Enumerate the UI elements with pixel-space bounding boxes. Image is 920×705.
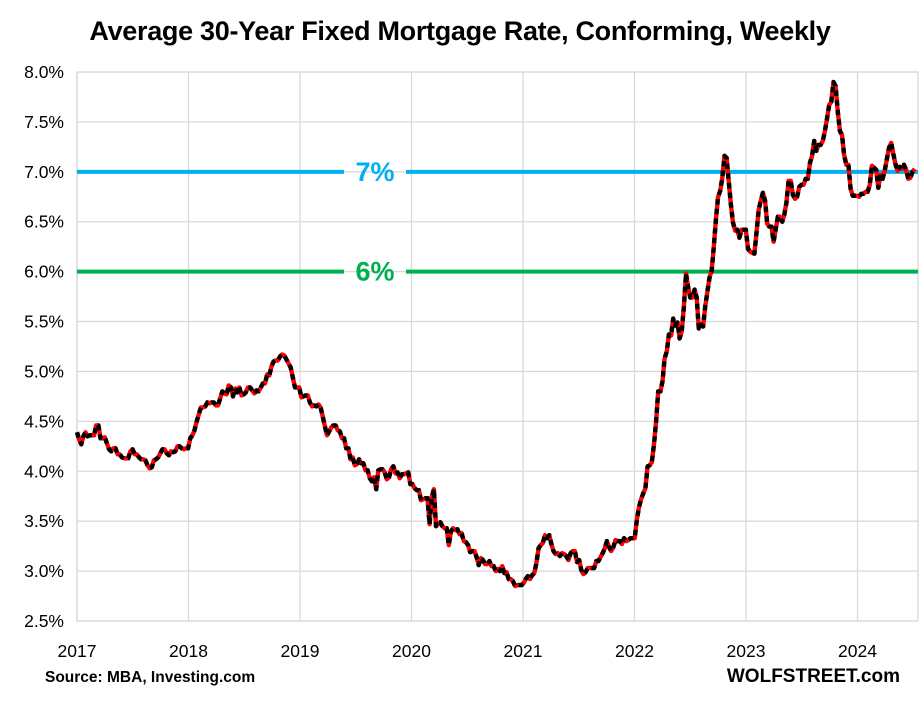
x-axis-tick-label: 2021 [504,641,543,661]
y-axis-tick-label: 3.0% [24,561,64,581]
y-axis-tick-label: 3.5% [24,511,64,531]
x-axis-tick-label: 2024 [838,641,877,661]
page-title: Average 30-Year Fixed Mortgage Rate, Con… [89,16,831,46]
rate-line [74,79,917,589]
rate-line-markers [74,79,917,589]
plot-border [76,71,919,622]
y-axis-tick-label: 2.5% [24,611,64,631]
y-axis-tick-label: 4.0% [24,461,64,481]
x-axis-tick-label: 2017 [58,641,97,661]
y-axis-tick-label: 7.0% [24,162,64,182]
source-note: Source: MBA, Investing.com [45,669,256,686]
reference-line-label: 6% [355,257,394,287]
x-axis-tick-label: 2020 [392,641,431,661]
wolfstreet-branding: WOLFSTREET.com [726,666,900,687]
y-axis-tick-label: 7.5% [24,112,64,132]
reference-line-label: 7% [355,157,394,187]
x-axis-tick-label: 2019 [281,641,320,661]
y-axis-tick-label: 5.0% [24,361,64,381]
x-axis-tick-label: 2018 [169,641,208,661]
y-axis-tick-label: 4.5% [24,411,64,431]
y-axis-tick-label: 6.5% [24,212,64,232]
x-axis-tick-label: 2022 [615,641,654,661]
y-axis-tick-label: 5.5% [24,312,64,332]
y-axis-tick-label: 8.0% [24,62,64,82]
x-axis-tick-label: 2023 [727,641,766,661]
y-axis-tick-label: 6.0% [24,262,64,282]
